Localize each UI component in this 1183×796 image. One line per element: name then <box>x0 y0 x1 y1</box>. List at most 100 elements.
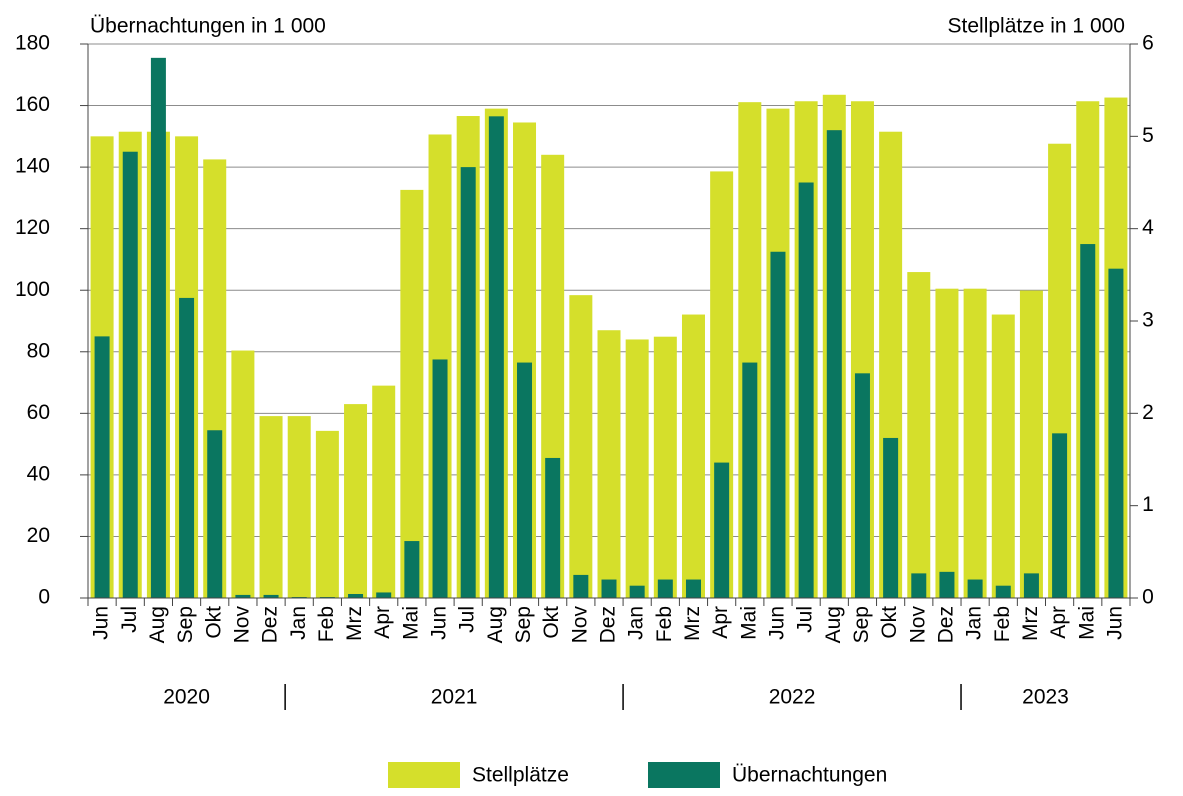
bar <box>231 350 255 598</box>
bar <box>94 336 110 598</box>
year-label: 2023 <box>1022 686 1069 709</box>
bar <box>372 385 396 598</box>
bar <box>629 585 645 598</box>
x-tick-label: Dez <box>259 606 282 643</box>
y2-tick-label: 3 <box>1142 309 1154 332</box>
y2-tick-label: 2 <box>1142 401 1154 424</box>
bar <box>597 330 621 598</box>
bar <box>376 592 392 598</box>
bar <box>770 251 786 598</box>
bar <box>517 362 533 598</box>
y2-tick-label: 1 <box>1142 493 1154 516</box>
bar <box>263 594 279 598</box>
bar <box>348 593 364 598</box>
y2-tick-label: 6 <box>1142 32 1154 55</box>
bar <box>545 457 561 598</box>
bar <box>1080 244 1096 599</box>
bar <box>315 430 339 598</box>
year-label: 2021 <box>431 686 478 709</box>
x-tick-label: Aug <box>484 606 507 643</box>
bar <box>854 373 870 598</box>
x-tick-label: Apr <box>371 606 394 639</box>
x-tick-label: Okt <box>540 606 563 639</box>
bar <box>714 462 730 598</box>
legend-swatch <box>388 762 460 788</box>
x-tick-label: Feb <box>653 606 676 642</box>
bar <box>344 404 368 598</box>
year-label: 2020 <box>163 686 210 709</box>
bar <box>625 339 649 598</box>
x-tick-label: Mai <box>737 606 760 640</box>
y2-tick-label: 5 <box>1142 124 1154 147</box>
bar <box>657 579 673 598</box>
x-tick-label: Mrz <box>681 606 704 641</box>
x-tick-label: Jul <box>118 606 141 633</box>
x-tick-label: Nov <box>906 606 929 644</box>
bar <box>207 430 223 598</box>
x-tick-label: Jun <box>90 606 113 640</box>
bar <box>122 151 138 598</box>
x-tick-label: Okt <box>202 606 225 639</box>
y-tick-label: 140 <box>15 155 50 178</box>
x-tick-label: Okt <box>878 606 901 639</box>
bar <box>991 314 1015 598</box>
x-tick-label: Apr <box>1047 606 1070 639</box>
bar <box>259 416 283 598</box>
legend-label: Übernachtungen <box>732 764 887 787</box>
legend-label: Stellplätze <box>472 764 569 787</box>
x-tick-label: Jul <box>456 606 479 633</box>
bar <box>287 416 311 598</box>
bar <box>967 579 983 598</box>
bar <box>404 541 420 598</box>
x-tick-label: Jun <box>766 606 789 640</box>
x-tick-label: Sep <box>512 606 535 643</box>
x-tick-label: Sep <box>850 606 873 643</box>
bar <box>995 585 1011 598</box>
y-tick-label: 60 <box>27 401 50 424</box>
bar <box>569 295 593 598</box>
x-tick-label: Mai <box>399 606 422 640</box>
bar <box>939 571 955 598</box>
x-tick-label: Nov <box>568 606 591 644</box>
bar <box>911 573 927 598</box>
bar <box>798 182 814 598</box>
bar <box>601 579 617 598</box>
x-tick-label: Jan <box>625 606 648 640</box>
x-tick-label: Jun <box>428 606 451 640</box>
y2-tick-label: 4 <box>1142 216 1154 239</box>
bar <box>826 130 842 598</box>
bar <box>488 116 504 599</box>
bar <box>653 336 677 598</box>
x-tick-label: Sep <box>174 606 197 643</box>
x-tick-label: Dez <box>934 606 957 643</box>
bar <box>1052 433 1068 598</box>
bar <box>432 359 448 598</box>
y-tick-label: 40 <box>27 462 50 485</box>
bar <box>460 167 476 598</box>
y-tick-label: 0 <box>38 586 50 609</box>
year-label: 2022 <box>769 686 816 709</box>
x-tick-label: Jul <box>794 606 817 633</box>
bar <box>1019 290 1043 598</box>
x-tick-label: Dez <box>597 606 620 643</box>
x-tick-label: Feb <box>991 606 1014 642</box>
y-tick-label: 100 <box>15 278 50 301</box>
y2-tick-label: 0 <box>1142 586 1154 609</box>
bar <box>1023 573 1039 598</box>
y-tick-label: 80 <box>27 339 50 362</box>
legend-swatch <box>648 762 720 788</box>
y-tick-label: 120 <box>15 216 50 239</box>
bar <box>907 272 931 598</box>
bar <box>935 288 959 598</box>
x-tick-label: Mai <box>1075 606 1098 640</box>
x-tick-label: Mrz <box>1019 606 1042 641</box>
bar <box>685 579 701 598</box>
bar <box>681 314 705 598</box>
bar <box>742 362 758 598</box>
y-tick-label: 180 <box>15 32 50 55</box>
bar <box>179 297 195 598</box>
y-tick-label: 160 <box>15 93 50 116</box>
x-tick-label: Nov <box>230 606 253 644</box>
